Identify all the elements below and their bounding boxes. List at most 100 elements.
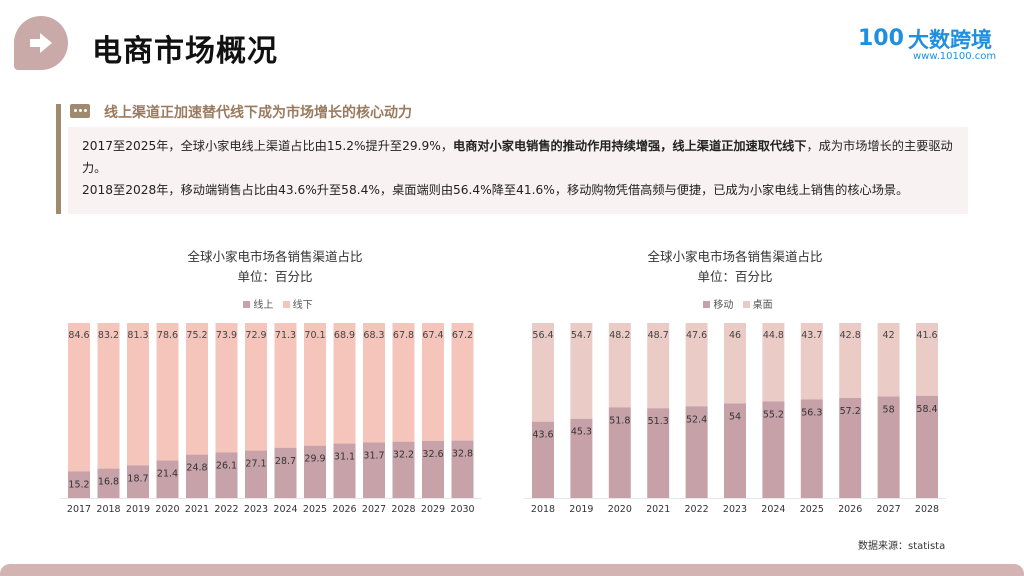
bar-线上-2022 xyxy=(215,452,238,498)
summary-paragraph-1: 2017至2025年，全球小家电线上渠道占比由15.2%提升至29.9%，电商对… xyxy=(82,135,954,179)
data-label: 56.3 xyxy=(801,407,822,418)
chart-title: 全球小家电市场各销售渠道占比 xyxy=(187,249,363,264)
bar-线下-2023 xyxy=(245,323,267,451)
chart-plot: 56.4 43.6 2018 54.7 45.3 2019 48.2 51.8 2020 48.7… xyxy=(524,323,946,515)
bar-线下-2030 xyxy=(451,323,474,441)
x-tick-label: 2022 xyxy=(685,504,709,515)
data-label: 72.9 xyxy=(245,330,266,341)
speech-bubble-icon xyxy=(70,104,90,118)
bar-移动-2022 xyxy=(685,406,708,498)
bar-线上-2023 xyxy=(245,450,267,498)
data-label: 67.4 xyxy=(422,330,443,341)
bar-移动-2028 xyxy=(916,395,938,498)
data-label: 45.3 xyxy=(571,427,592,438)
arrow-right-icon xyxy=(30,33,52,53)
data-label: 26.1 xyxy=(216,460,237,471)
legend-swatch xyxy=(282,301,290,308)
legend-swatch xyxy=(742,301,750,308)
data-label: 31.1 xyxy=(334,452,355,463)
bar-线下-2017 xyxy=(68,323,90,472)
data-label: 78.6 xyxy=(157,330,178,341)
logo: 100 大数跨境 www.10100.com xyxy=(858,24,1008,68)
data-label: 51.3 xyxy=(648,416,669,427)
bar-桌面-2020 xyxy=(608,323,631,408)
summary-text: ，成为市场增长的主要驱动力。 xyxy=(82,139,953,175)
data-label: 31.7 xyxy=(363,451,384,462)
chart-plot: 84.6 15.2 2017 83.2 16.8 2018 81.3 18.7 2019 78.6… xyxy=(60,323,482,515)
data-label: 52.4 xyxy=(686,414,707,425)
section-accent-bar xyxy=(56,104,61,214)
chart-mobile-desktop: 全球小家电市场各销售渠道占比 单位：百分比 移动 桌面 56.4 43.6 2018… xyxy=(510,244,960,524)
x-tick-label: 2024 xyxy=(761,504,785,515)
data-label: 24.8 xyxy=(186,463,207,474)
data-label: 51.8 xyxy=(609,415,630,426)
bar-线下-2022 xyxy=(215,323,238,453)
legend-label: 线下 xyxy=(292,300,313,311)
bar-移动-2019 xyxy=(570,418,593,498)
bar-线下-2018 xyxy=(97,323,120,469)
bar-线下-2019 xyxy=(127,323,149,466)
data-label: 21.4 xyxy=(157,469,178,480)
bar-移动-2024 xyxy=(762,401,785,498)
bar-线下-2029 xyxy=(422,323,444,441)
x-tick-label: 2025 xyxy=(800,504,824,515)
summary-paragraph-2: 2018至2028年，移动端销售占比由43.6%升至58.4%，桌面端则由56.… xyxy=(82,183,909,197)
data-source: 数据来源：statista xyxy=(858,541,946,552)
bar-桌面-2018 xyxy=(532,323,554,422)
data-label: 70.1 xyxy=(304,330,325,341)
x-tick-label: 2030 xyxy=(450,504,474,515)
legend-label: 线上 xyxy=(253,300,274,311)
bar-桌面-2025 xyxy=(800,323,823,400)
x-tick-label: 2029 xyxy=(421,504,445,515)
data-label: 84.6 xyxy=(68,330,89,341)
bar-移动-2027 xyxy=(877,396,900,498)
bar-线下-2026 xyxy=(333,323,356,444)
data-label: 68.3 xyxy=(363,330,384,341)
bar-桌面-2024 xyxy=(762,323,785,402)
logo-url: www.10100.com xyxy=(913,51,997,62)
summary-text: 2017至2025年，全球小家电线上渠道占比由15.2%提升至29.9%， xyxy=(82,139,454,153)
x-tick-label: 2020 xyxy=(608,504,632,515)
data-label: 67.2 xyxy=(452,330,473,341)
footer-strip xyxy=(0,564,1024,576)
x-tick-label: 2027 xyxy=(877,504,901,515)
bar-线下-2028 xyxy=(392,323,415,442)
summary-box: 2017至2025年，全球小家电线上渠道占比由15.2%提升至29.9%，电商对… xyxy=(68,127,968,214)
bar-移动-2023 xyxy=(724,403,746,498)
x-tick-label: 2025 xyxy=(303,504,327,515)
data-label: 46 xyxy=(729,330,741,341)
data-label: 54.7 xyxy=(571,330,592,341)
x-tick-label: 2026 xyxy=(838,504,862,515)
bar-线上-2017 xyxy=(68,471,90,498)
data-label: 32.6 xyxy=(422,449,443,460)
bar-线下-2024 xyxy=(274,323,297,448)
chart-subtitle: 单位：百分比 xyxy=(697,269,773,284)
data-label: 44.8 xyxy=(763,330,784,341)
data-label: 73.9 xyxy=(216,330,237,341)
bar-线上-2029 xyxy=(422,440,444,498)
data-label: 28.7 xyxy=(275,456,296,467)
bar-桌面-2019 xyxy=(570,323,593,419)
x-tick-label: 2018 xyxy=(96,504,120,515)
x-tick-label: 2021 xyxy=(646,504,670,515)
bar-移动-2026 xyxy=(839,397,862,498)
bar-线上-2027 xyxy=(363,442,385,498)
bar-桌面-2026 xyxy=(839,323,862,398)
bar-线下-2020 xyxy=(156,323,179,461)
data-label: 29.9 xyxy=(304,454,325,465)
x-tick-label: 2023 xyxy=(244,504,268,515)
header-badge xyxy=(14,16,68,70)
page-title: 电商市场概况 xyxy=(92,34,278,69)
chart-offline-online: 全球小家电市场各销售渠道占比 单位：百分比 线上 线下 84.6 15.2 2017… xyxy=(50,244,500,524)
chart-subtitle: 单位：百分比 xyxy=(237,269,313,284)
legend-swatch xyxy=(703,301,711,308)
x-tick-label: 2017 xyxy=(67,504,91,515)
data-label: 47.6 xyxy=(686,330,707,341)
chart-legend: 线上 线下 xyxy=(50,296,500,311)
bar-线上-2028 xyxy=(392,441,415,498)
legend-label: 桌面 xyxy=(752,300,773,311)
bar-桌面-2028 xyxy=(916,323,938,396)
x-tick-label: 2028 xyxy=(915,504,939,515)
x-tick-label: 2028 xyxy=(391,504,415,515)
data-label: 68.9 xyxy=(334,330,355,341)
